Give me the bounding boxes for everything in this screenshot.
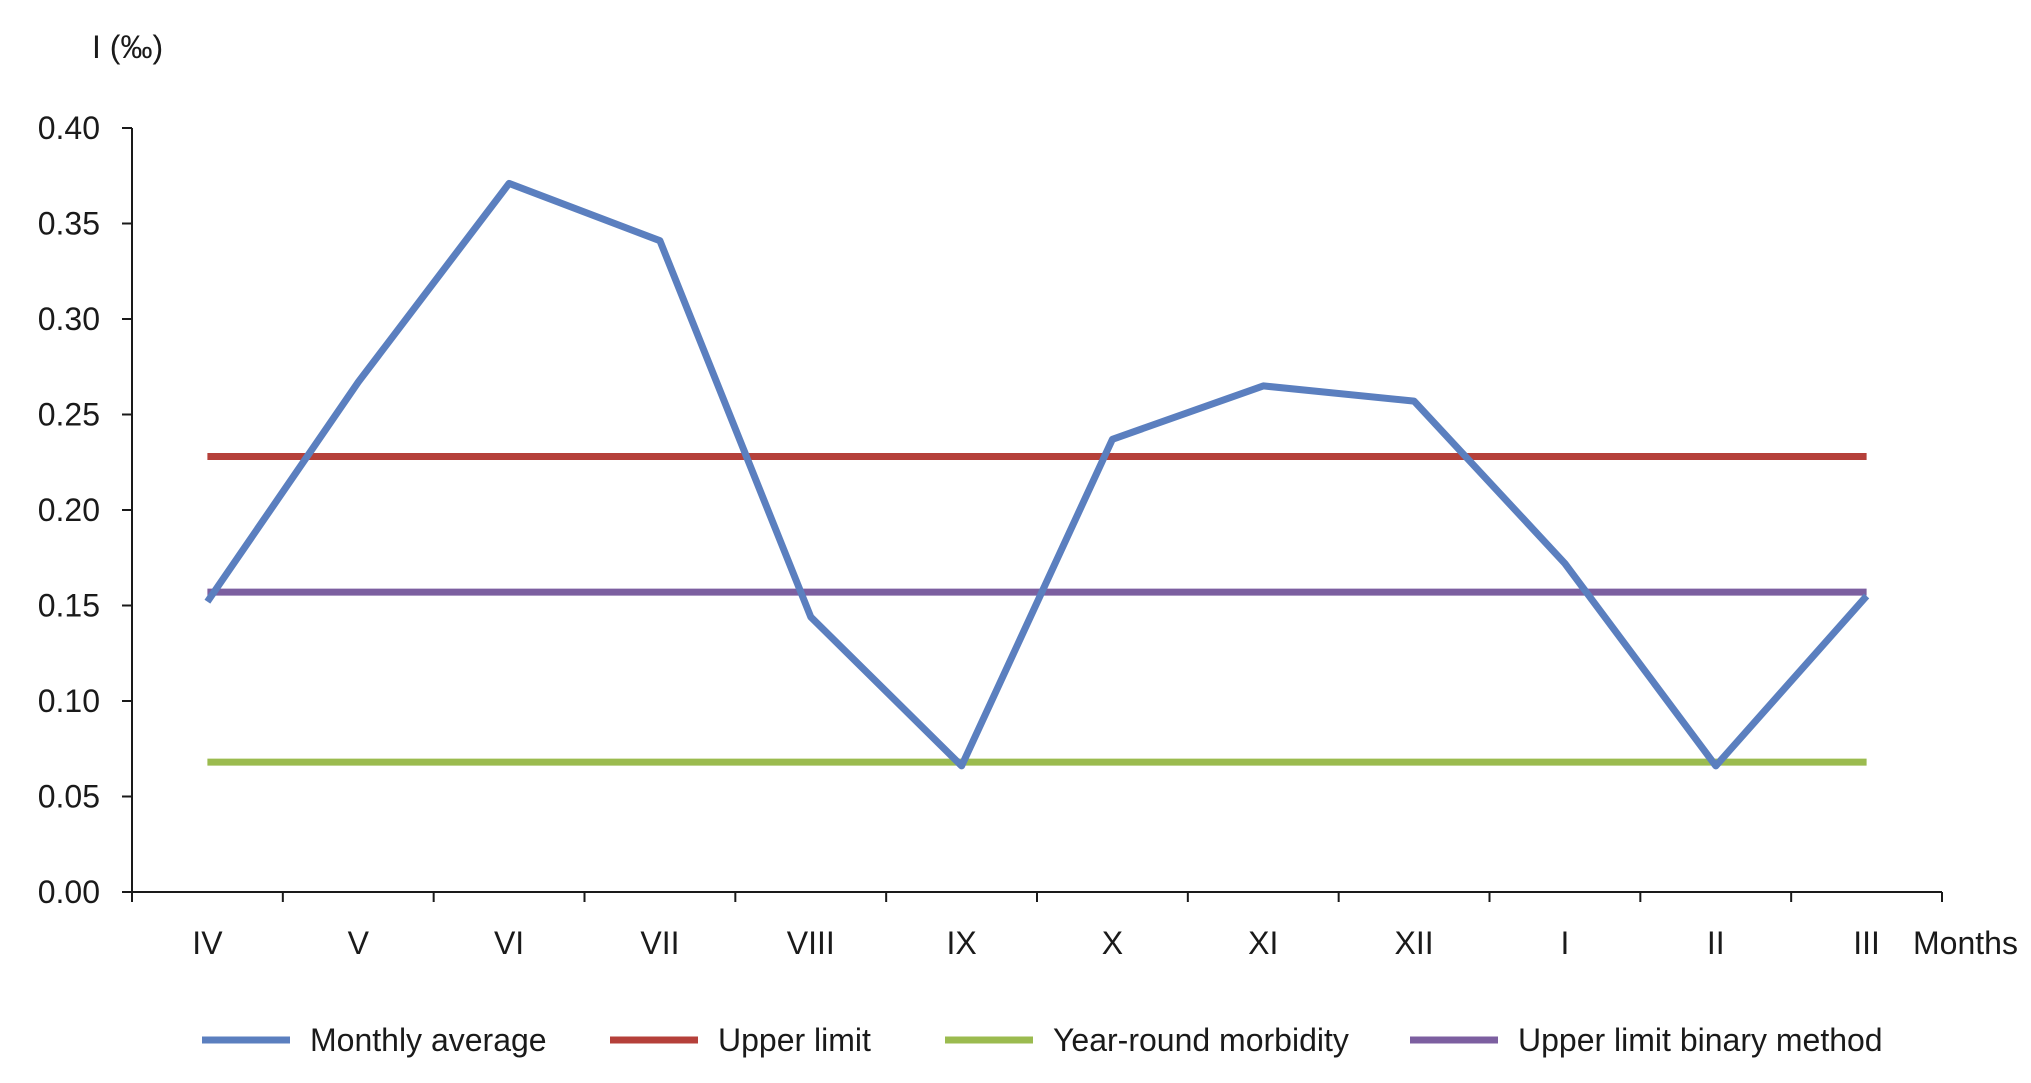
x-tick-label: IV <box>192 925 223 961</box>
x-tick-label: VI <box>494 925 524 961</box>
x-axis: IV V VI VII VIII IX X XI XII I II III <box>131 891 1943 961</box>
legend: Monthly average Upper limit Year-round mor… <box>202 1022 1883 1058</box>
x-tick-label: VIII <box>787 925 835 961</box>
x-tick-label: XI <box>1248 925 1278 961</box>
legend-label: Upper limit <box>718 1022 871 1058</box>
y-axis-title: I (‰) <box>92 29 163 65</box>
x-tick-label: I <box>1560 925 1569 961</box>
y-tick-label: 0.40 <box>38 110 100 146</box>
x-tick-label: V <box>348 925 370 961</box>
series-line-monthly-average <box>204 179 1870 770</box>
y-tick-label: 0.25 <box>38 397 100 433</box>
y-tick-label: 0.15 <box>38 588 100 624</box>
y-tick-label: 0.35 <box>38 206 100 242</box>
series-layer <box>204 179 1870 770</box>
y-tick-label: 0.05 <box>38 779 100 815</box>
x-tick-label: IX <box>946 925 976 961</box>
legend-label: Monthly average <box>310 1022 547 1058</box>
x-tick-label: X <box>1102 925 1123 961</box>
y-tick-label: 0.10 <box>38 683 100 719</box>
y-axis: 0.00 0.05 0.10 0.15 0.20 0.25 0.30 0.35 0.40 <box>38 110 133 910</box>
y-tick-label: 0.00 <box>38 874 100 910</box>
x-axis-title: Months <box>1913 925 2018 961</box>
x-tick-label: II <box>1707 925 1725 961</box>
x-tick-label: XII <box>1395 925 1434 961</box>
y-tick-label: 0.20 <box>38 492 100 528</box>
y-tick-label: 0.30 <box>38 301 100 337</box>
x-tick-label: VII <box>640 925 679 961</box>
x-tick-label: III <box>1853 925 1880 961</box>
legend-label: Year-round morbidity <box>1053 1022 1349 1058</box>
legend-label: Upper limit binary method <box>1518 1022 1883 1058</box>
